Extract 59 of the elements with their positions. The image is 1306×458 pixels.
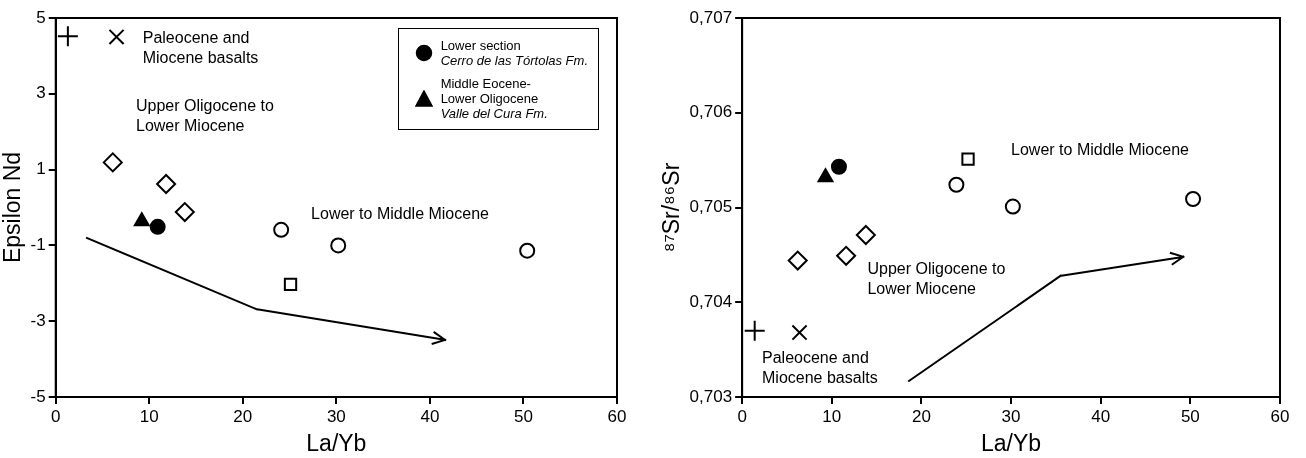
y-axis-title: Epsilon Nd [0, 151, 26, 264]
y-tick-label: 0,705 [689, 197, 733, 217]
point [836, 245, 857, 266]
x-tick-label: 20 [233, 406, 253, 426]
point [330, 237, 347, 254]
point [273, 221, 290, 238]
annotation: Lower to Middle Miocene [1011, 141, 1190, 159]
point [1004, 198, 1021, 215]
x-tick-label: 50 [1180, 406, 1200, 426]
y-tick-label: 5 [36, 7, 46, 27]
x-tick-label: 40 [420, 406, 440, 426]
point [108, 28, 125, 46]
y-tick-label: 0,704 [689, 291, 733, 311]
point [817, 168, 834, 183]
point [102, 152, 123, 173]
point [948, 176, 965, 193]
point [156, 174, 177, 194]
y-tick-label: -1 [30, 235, 46, 255]
point [519, 242, 536, 259]
y-tick-label: -3 [30, 310, 46, 330]
x-tick-label: 30 [326, 406, 346, 426]
y-tick-label: 0,707 [689, 7, 733, 27]
point [133, 212, 150, 227]
legend-label: Middle Eocene- Lower Oligocene Valle del Cura Fm. [440, 76, 548, 121]
x-tick-label: 30 [1001, 406, 1021, 426]
x-tick-label: 10 [822, 406, 842, 426]
point [56, 25, 79, 48]
x-tick-label: 50 [513, 406, 533, 426]
point [283, 277, 298, 292]
point [743, 319, 766, 342]
x-tick-label: 60 [607, 406, 627, 426]
point [787, 250, 808, 271]
x-axis-title: La/Yb [981, 429, 1042, 456]
point [1185, 190, 1202, 207]
y-axis-title: ⁸⁷Sr/⁸⁶Sr [658, 162, 685, 253]
annotation: Upper Oligocene to Lower Miocene [867, 259, 1006, 297]
point [830, 158, 847, 175]
x-tick-label: 10 [139, 406, 159, 426]
y-tick-label: 0,703 [689, 386, 733, 406]
x-tick-label: 40 [1091, 406, 1111, 426]
legend-label: Lower section Cerro de las Tórtolas Fm. [440, 38, 588, 68]
y-tick-label: -5 [30, 386, 46, 406]
point [791, 324, 808, 341]
point [149, 218, 166, 235]
x-tick-label: 60 [1270, 406, 1290, 426]
y-tick-label: 0,706 [689, 102, 733, 122]
y-tick-label: 3 [36, 83, 46, 103]
x-tick-label: 0 [50, 406, 61, 426]
x-tick-label: 20 [911, 406, 931, 426]
x-axis-title: La/Yb [306, 429, 367, 456]
annotation: Paleocene and Miocene basalts [142, 28, 259, 66]
x-tick-label: 0 [737, 406, 747, 426]
y-tick-label: 1 [36, 159, 46, 179]
annotation: Lower to Middle Miocene [311, 205, 490, 223]
annotation: Paleocene and Miocene basalts [762, 348, 878, 386]
point [961, 152, 975, 166]
point [174, 202, 195, 223]
point [855, 224, 876, 245]
annotation: Upper Oligocene to Lower Miocene [135, 96, 274, 134]
